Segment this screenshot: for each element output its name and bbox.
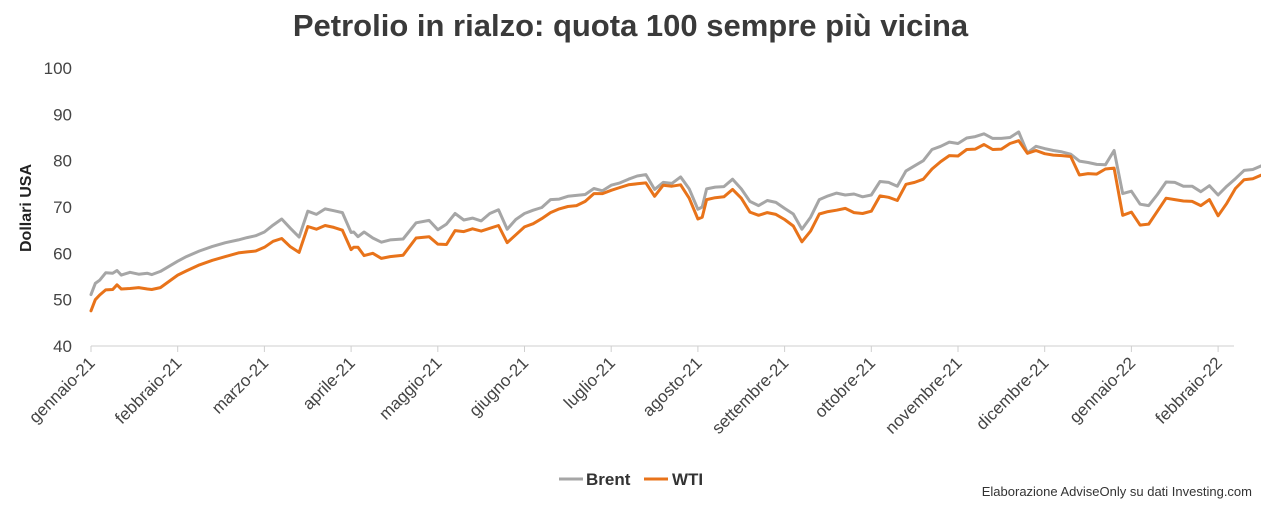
x-tick-label: settembre-21 — [708, 353, 792, 437]
y-tick-label: 70 — [53, 198, 72, 217]
y-tick-label: 80 — [53, 152, 72, 171]
y-tick-label: 100 — [44, 59, 72, 78]
series-line-wti — [89, 139, 1261, 313]
series-lines — [89, 130, 1261, 313]
x-tick-label: febbraio-21 — [111, 353, 185, 427]
legend-label-wti: WTI — [672, 470, 703, 489]
y-tick-label: 50 — [53, 291, 72, 310]
legend-label-brent: Brent — [586, 470, 631, 489]
y-axis-ticks: 40 50 60 70 80 90 100 — [44, 59, 72, 356]
x-tick-label: marzo-21 — [208, 353, 272, 417]
chart-title: Petrolio in rialzo: quota 100 sempre più… — [292, 8, 969, 43]
x-tick-label: aprile-21 — [299, 353, 359, 413]
y-tick-label: 60 — [53, 244, 72, 263]
series-line-brent — [89, 130, 1261, 297]
x-tick-label: novembre-21 — [882, 353, 966, 437]
y-axis-label: Dollari USA — [18, 164, 35, 252]
x-tick-label: febbraio-22 — [1152, 353, 1226, 427]
x-tick-label: dicembre-21 — [972, 353, 1052, 433]
x-tick-label: ottobre-21 — [811, 353, 879, 421]
legend: Brent WTI — [559, 470, 703, 489]
x-tick-label: gennaio-21 — [25, 353, 99, 427]
x-tick-label: gennaio-22 — [1066, 353, 1140, 427]
x-axis-ticks: gennaio-21 febbraio-21 marzo-21 aprile-21 ma… — [25, 346, 1226, 438]
x-tick-label: luglio-21 — [560, 353, 619, 412]
source-credit: Elaborazione AdviseOnly su dati Investin… — [981, 484, 1252, 499]
x-tick-label: agosto-21 — [639, 353, 706, 420]
y-tick-label: 90 — [53, 105, 72, 124]
x-tick-label: giugno-21 — [465, 353, 532, 420]
x-tick-label: maggio-21 — [375, 353, 445, 423]
y-tick-label: 40 — [53, 337, 72, 356]
